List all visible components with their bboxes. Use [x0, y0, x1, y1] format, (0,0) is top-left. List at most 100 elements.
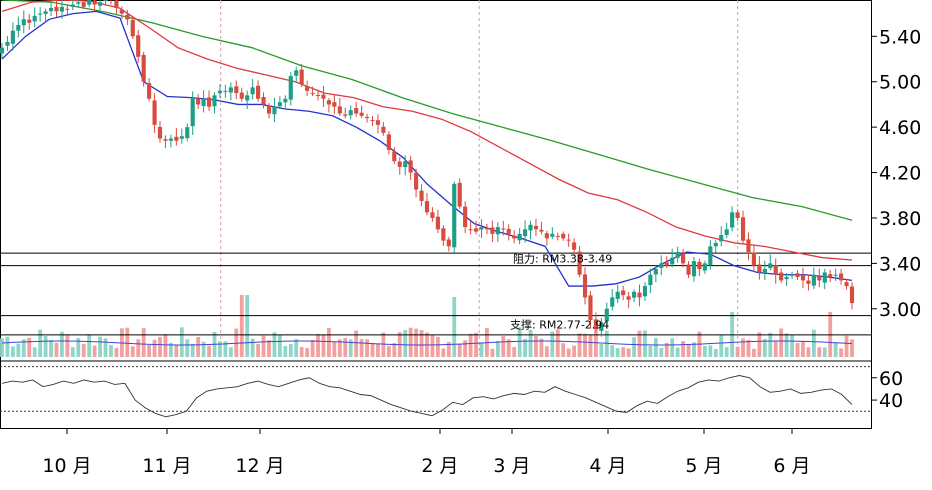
candle [174, 128, 179, 146]
volume-bar [256, 343, 260, 357]
volume-bar [169, 342, 173, 357]
candle [746, 232, 751, 261]
candle-body [724, 229, 729, 235]
price-tick-label: 5.00 [879, 72, 921, 94]
volume-bar [430, 334, 435, 357]
candle-body [773, 265, 778, 275]
candle-body [27, 19, 32, 23]
candle-body [419, 190, 424, 201]
candle-body [473, 228, 479, 232]
candle-body [762, 269, 767, 273]
volume-bar [310, 339, 315, 357]
candle [294, 66, 299, 83]
candle [321, 85, 326, 107]
volume-bar [158, 336, 162, 357]
candle [256, 80, 261, 102]
candle-body [299, 69, 304, 85]
candle-body [147, 82, 152, 99]
candle-body [664, 262, 669, 266]
candle-body [152, 100, 157, 125]
candle-body [746, 239, 751, 253]
volume-bar [583, 333, 587, 357]
candle [506, 224, 511, 241]
volume-bar [664, 342, 669, 357]
volume-bar [724, 347, 729, 357]
candle [659, 255, 664, 276]
candle-body [217, 90, 223, 94]
volume-bar [163, 334, 168, 357]
candle [10, 22, 15, 51]
candle-body [839, 273, 844, 281]
volume-bar [833, 342, 838, 357]
candle-body [0, 47, 5, 54]
candle [833, 268, 838, 281]
candle [223, 84, 228, 98]
candle [490, 220, 495, 243]
candle-body [277, 102, 282, 107]
volume-bar [452, 297, 457, 357]
volume-bar [468, 333, 473, 357]
time-tick-label: 5 月 [685, 455, 722, 477]
candle [163, 135, 168, 149]
candle [125, 9, 130, 26]
candle [359, 105, 364, 119]
candle [245, 90, 250, 109]
volume-bar [773, 341, 778, 357]
volume-bar [746, 339, 751, 357]
candle [484, 223, 490, 235]
volume-bar [403, 330, 408, 357]
candle-body [256, 85, 261, 99]
candle-body [163, 139, 168, 141]
volume-bar [534, 336, 538, 357]
candle [849, 282, 855, 310]
volume-bar [408, 327, 413, 357]
candle [272, 97, 277, 123]
volume-bar [779, 328, 784, 357]
volume-bar [152, 339, 157, 357]
volume-bar [277, 334, 282, 357]
volume-bar [435, 336, 440, 357]
candle [136, 29, 141, 63]
volume-bar [141, 327, 146, 357]
candle-body [588, 295, 593, 321]
candle [375, 114, 381, 134]
candle [337, 97, 342, 116]
candle-body [190, 97, 195, 127]
time-tick-label: 3 月 [493, 455, 530, 477]
volume-bar [245, 295, 250, 357]
candle-body [631, 291, 637, 298]
volume-bar [441, 348, 446, 357]
candle-body [337, 106, 342, 114]
volume-bar [392, 343, 397, 357]
volume-bar [5, 336, 10, 357]
candle-body [833, 274, 838, 276]
volume-bars [0, 295, 854, 357]
candle-body [16, 24, 21, 31]
price-tick-label: 3.00 [879, 299, 921, 321]
candle [21, 10, 26, 34]
volume-bar [103, 338, 108, 357]
candle-body [610, 297, 615, 307]
candle [430, 207, 435, 222]
candle-body [206, 97, 212, 107]
volume-bar [528, 329, 533, 357]
volume-bar [54, 342, 59, 357]
volume-bar [490, 348, 495, 357]
volume-bar [768, 332, 773, 357]
candle [403, 155, 408, 176]
volume-bar [130, 346, 135, 357]
candle [397, 157, 402, 175]
candle [626, 291, 631, 309]
ma-line-ma_red [1, 0, 853, 261]
volume-bar [795, 343, 800, 357]
volume-bar [21, 339, 26, 357]
candle-body [332, 102, 337, 107]
candle [168, 134, 173, 148]
candle [424, 192, 430, 216]
volume-bar [70, 347, 75, 357]
candle [724, 222, 729, 239]
candle [392, 147, 397, 165]
candle-body [125, 14, 130, 20]
candle-body [528, 224, 533, 231]
candle-body [446, 239, 451, 247]
